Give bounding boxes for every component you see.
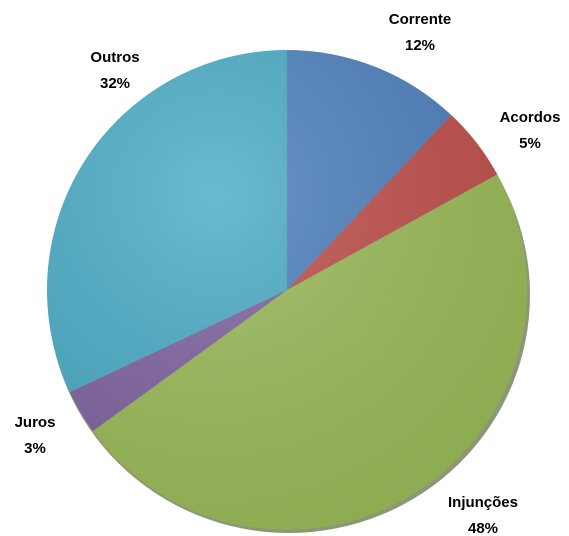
slice-label-value: 32% bbox=[100, 75, 130, 92]
slice-label-name: Acordos bbox=[500, 109, 561, 126]
slice-label-value: 48% bbox=[468, 520, 498, 536]
slice-label-value: 5% bbox=[519, 135, 541, 152]
slice-label-name: Corrente bbox=[389, 11, 452, 28]
slice-label-value: 3% bbox=[24, 440, 46, 457]
slice-label-value: 12% bbox=[405, 37, 435, 54]
slice-label-name: Outros bbox=[90, 49, 139, 66]
slice-label-name: Juros bbox=[15, 414, 56, 431]
slice-label-name: Injunções bbox=[448, 494, 518, 511]
